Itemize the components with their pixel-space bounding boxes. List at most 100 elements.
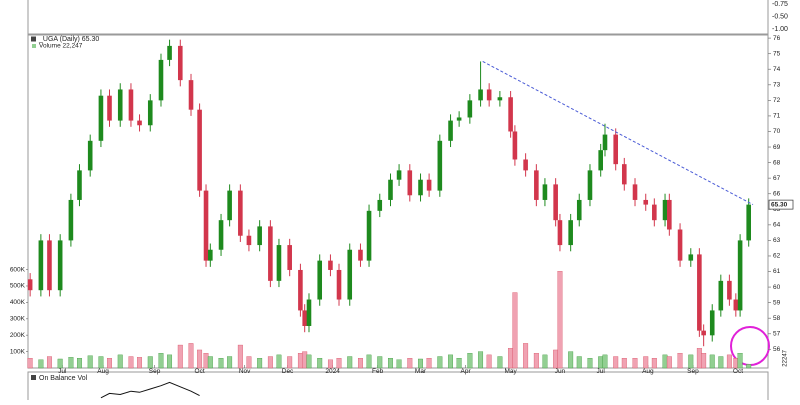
candle-body [701,330,706,336]
candle-body [497,97,503,101]
candle-body [87,140,93,171]
volume-bar [257,358,263,369]
y2-tick-label: 100K [10,348,26,355]
candle-body [147,100,153,126]
volume-bar [677,353,683,369]
candle-body [396,170,402,180]
volume-bar [267,356,273,369]
volume-bar [523,343,529,369]
volume-bar [407,358,413,369]
top-panel-label: -0.50 [772,13,788,20]
candle-body [652,204,657,221]
volume-bar [486,354,492,369]
y2-tick-label: 300K [10,316,26,323]
volume-bar [426,358,432,369]
volume-bar [246,356,252,369]
volume-bar [557,271,563,369]
candle-body [208,249,213,261]
candle-body [167,45,172,60]
candle-body [542,184,548,200]
volume-bar [57,358,63,369]
candle-body [456,117,462,121]
y-tick-label: 59 [773,299,781,306]
x-tick-label: Feb [372,368,384,375]
y-tick-label: 57 [773,330,781,337]
candle-body [418,179,423,196]
candle-body [366,210,372,261]
y2-tick-label: 400K [10,299,26,306]
candle-body [98,95,104,141]
y-tick-label: 76 [773,35,781,42]
x-tick-label: May [504,368,517,375]
volume-bar [227,356,233,369]
volume-bar [598,356,604,369]
candle-body [426,179,432,191]
candle-body [298,269,303,311]
volume-bar [117,354,123,369]
candle-body [117,89,123,121]
legend-title: _UGA (Daily) 65.30 [38,36,99,43]
volume-bar [467,353,473,369]
volume-bar [158,353,164,369]
volume-bar [388,358,393,369]
x-tick-label: Oct [195,368,205,375]
candle-body [508,97,513,132]
candle-body [268,226,273,281]
volume-bar [27,358,33,369]
volume-bar [396,359,402,369]
volume-bar [107,358,112,369]
candle-body [276,245,282,281]
y-tick-label: 70 [773,128,781,135]
volume-bar [701,353,707,369]
volume-bar [696,348,702,369]
obv-icon [31,375,36,380]
candle-body [677,229,683,261]
x-tick-label: Dec [282,368,294,375]
candle-body [47,240,52,291]
volume-bar [478,351,484,369]
volume-bar [666,356,672,369]
volume-bar [448,354,454,369]
candle-body [512,131,518,160]
y-tick-label: 67 [773,175,781,182]
volume-bar [137,357,142,369]
candle-body [643,199,649,205]
volume-bar [167,354,173,369]
candle-body [709,310,715,336]
candle-body [317,260,323,300]
candle-body [478,89,483,101]
volume-bar [207,356,213,369]
y-tick-label: 61 [773,268,781,275]
candle-body [158,59,164,101]
candle-body [621,164,627,185]
candle-body [667,199,672,230]
x-tick-label: Mar [415,368,427,375]
volume-bar [98,356,104,369]
obv-panel [27,371,769,405]
candle-body [203,190,209,261]
x-tick-label: Sep [687,368,699,375]
price-tag-box [768,199,794,210]
volume-bar [327,359,333,369]
volume-bar [602,354,608,369]
volume-bar [533,353,539,369]
volume-bar [237,344,243,369]
volume-bar [718,356,724,369]
y2-tick-label: 600K [10,266,26,273]
candle-body [613,134,619,165]
legend-volume: Volume 22,247 [39,43,83,50]
volume-bar [726,354,732,369]
candle-body [467,100,473,118]
candle-body [38,240,44,291]
volume-last-label: 22247 [783,349,789,366]
candle-body [246,235,252,246]
volume-bar [542,354,548,369]
volume-bar [688,354,694,369]
y-tick-label: 68 [773,159,781,166]
legend-volume-icon [32,44,36,48]
volume-bar [643,356,649,369]
volume-bar [576,356,582,369]
y-tick-label: 64 [773,222,781,229]
candle-body [302,310,307,326]
top-panel-label: -0.75 [772,1,788,8]
